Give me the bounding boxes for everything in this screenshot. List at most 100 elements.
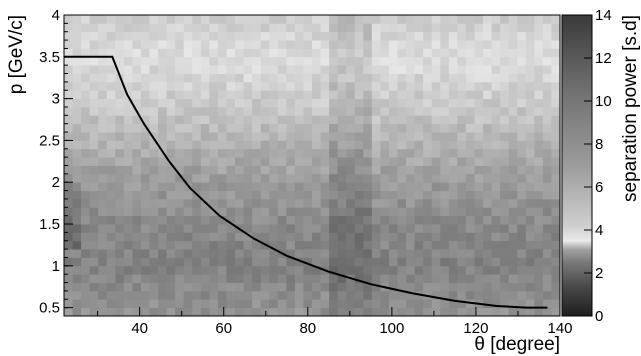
heatmap-cell — [551, 282, 561, 292]
heatmap-cell — [465, 98, 475, 108]
heatmap-cell — [64, 299, 73, 309]
heatmap-cell — [64, 115, 73, 125]
heatmap-cell — [243, 90, 253, 100]
heatmap-cell — [346, 224, 356, 233]
heatmap-cell — [551, 207, 561, 217]
heatmap-cell — [465, 40, 475, 49]
heatmap-cell — [320, 157, 330, 166]
heatmap-cell — [423, 215, 433, 225]
heatmap-cell — [508, 274, 518, 283]
heatmap-cell — [132, 73, 142, 83]
heatmap-cell — [346, 132, 356, 141]
heatmap-cell — [500, 31, 510, 41]
heatmap-cell — [380, 90, 390, 100]
heatmap-cell — [380, 73, 390, 83]
heatmap-cell — [406, 148, 416, 158]
heatmap-cell — [406, 215, 416, 225]
heatmap-cell — [320, 15, 330, 24]
heatmap-cell — [277, 132, 287, 141]
heatmap-cell — [175, 15, 185, 24]
heatmap-cell — [303, 274, 313, 283]
heatmap-cell — [337, 182, 347, 191]
heatmap-cell — [269, 31, 279, 41]
heatmap-cell — [243, 249, 253, 258]
heatmap-cell — [294, 265, 304, 275]
heatmap-cell — [175, 48, 185, 58]
heatmap-cell — [81, 123, 91, 133]
heatmap-cell — [354, 90, 364, 100]
heatmap-cell — [192, 290, 202, 300]
heatmap-cell — [363, 207, 373, 217]
heatmap-cell — [106, 265, 116, 275]
heatmap-cell — [64, 65, 73, 74]
heatmap-cell — [346, 198, 356, 208]
heatmap-cell — [149, 115, 159, 125]
heatmap-cell — [397, 123, 407, 133]
heatmap-cell — [192, 215, 202, 225]
heatmap-cell — [98, 56, 108, 66]
heatmap-cell — [465, 157, 475, 166]
heatmap-cell — [175, 165, 185, 175]
heatmap-cell — [200, 215, 210, 225]
heatmap-cell — [500, 224, 510, 233]
heatmap-cell — [423, 73, 433, 83]
heatmap-cell — [106, 249, 116, 258]
heatmap-cell — [406, 240, 416, 250]
heatmap-cell — [448, 148, 458, 158]
heatmap-cell — [158, 198, 168, 208]
heatmap-cell — [483, 106, 492, 116]
heatmap-cell — [209, 115, 219, 125]
heatmap-cell — [209, 182, 219, 191]
heatmap-cell — [440, 307, 450, 317]
heatmap-cell — [303, 40, 313, 49]
heatmap-cell — [64, 240, 73, 250]
heatmap-cell — [140, 65, 150, 74]
heatmap-cell — [406, 65, 416, 74]
heatmap-cell — [98, 81, 108, 91]
heatmap-cell — [175, 115, 185, 125]
heatmap-cell — [465, 148, 475, 158]
heatmap-cell — [371, 207, 381, 217]
heatmap-cell — [149, 40, 159, 49]
heatmap-cell — [286, 215, 296, 225]
heatmap-cell — [483, 90, 492, 100]
heatmap-cell — [149, 98, 159, 108]
heatmap-cell — [217, 157, 227, 166]
heatmap-cell — [115, 132, 125, 141]
heatmap-cell — [534, 140, 544, 150]
heatmap-cell — [329, 182, 339, 191]
heatmap-cell — [132, 173, 142, 183]
heatmap-cell — [440, 132, 450, 141]
heatmap-cell — [406, 90, 416, 100]
heatmap-cell — [166, 123, 176, 133]
heatmap-cell — [140, 148, 150, 158]
z-tick-label: 8 — [595, 136, 603, 153]
heatmap-cell — [388, 257, 398, 267]
heatmap-cell — [286, 140, 296, 150]
heatmap-cell — [465, 249, 475, 258]
heatmap-cell — [303, 282, 313, 292]
heatmap-cell — [431, 15, 441, 24]
heatmap-cell — [525, 90, 535, 100]
heatmap-cell — [260, 81, 270, 91]
heatmap-cell — [98, 265, 108, 275]
heatmap-cell — [243, 265, 253, 275]
heatmap-cell — [354, 140, 364, 150]
heatmap-cell — [380, 81, 390, 91]
heatmap-cell — [269, 198, 279, 208]
heatmap-cell — [149, 265, 159, 275]
heatmap-cell — [491, 282, 501, 292]
heatmap-cell — [397, 240, 407, 250]
heatmap-cell — [354, 23, 364, 33]
heatmap-cell — [294, 56, 304, 66]
heatmap-cell — [158, 257, 168, 267]
heatmap-cell — [320, 215, 330, 225]
heatmap-cell — [175, 307, 185, 317]
heatmap-cell — [483, 65, 492, 74]
heatmap-cell — [89, 257, 99, 267]
heatmap-cell — [106, 115, 116, 125]
heatmap-cell — [166, 165, 176, 175]
heatmap-cell — [64, 274, 73, 283]
heatmap-cell — [423, 40, 433, 49]
heatmap-cell — [354, 257, 364, 267]
